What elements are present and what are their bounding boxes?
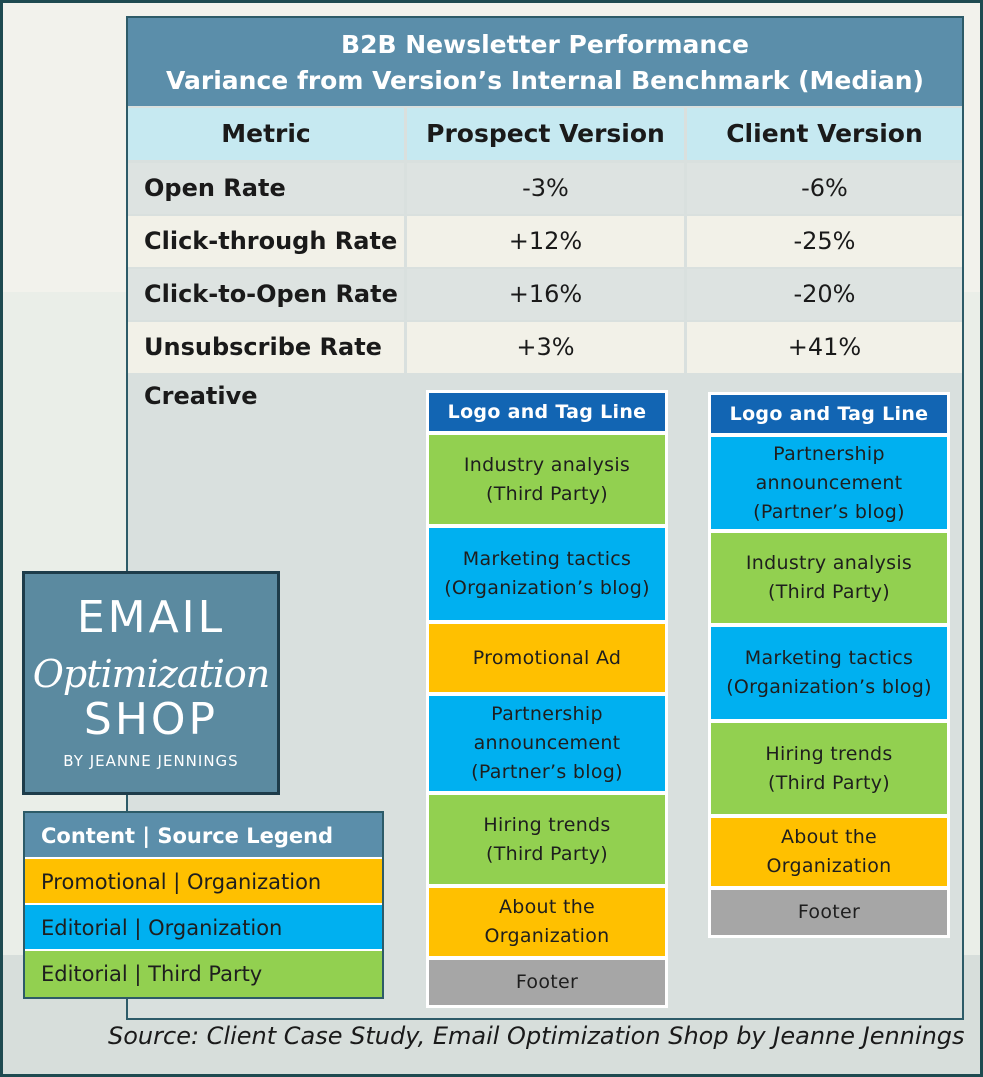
table-title: B2B Newsletter Performance Variance from… [128, 18, 962, 106]
logo-byline: BY JEANNE JENNINGS [63, 752, 239, 770]
logo-optimization-script: Optimization [32, 652, 271, 696]
legend-item-editorial-organization: Editorial | Organization [25, 905, 382, 951]
metric-label: Open Rate [128, 163, 404, 214]
client-value: -6% [687, 163, 962, 214]
metric-label: Unsubscribe Rate [128, 322, 404, 373]
client-value: -20% [687, 269, 962, 320]
prospect-value: +12% [407, 216, 684, 267]
prospect-block-industry-analysis: Industry analysis (Third Party) [429, 435, 665, 524]
header-metric: Metric [128, 108, 404, 160]
header-client-version: Client Version [687, 108, 962, 160]
prospect-block-marketing-tactics: Marketing tactics (Organization’s blog) [429, 528, 665, 620]
email-optimization-shop-logo: EMAIL Optimization SHOP BY JEANNE JENNIN… [22, 571, 280, 795]
legend-item-promotional-organization: Promotional | Organization [25, 859, 382, 905]
client-creative-stack: Logo and Tag Line Partnership announceme… [708, 392, 950, 938]
client-block-logo: Logo and Tag Line [711, 395, 947, 433]
prospect-value: +3% [407, 322, 684, 373]
prospect-block-logo: Logo and Tag Line [429, 393, 665, 431]
content-source-legend: Content | Source Legend Promotional | Or… [23, 811, 384, 999]
client-value: +41% [687, 322, 962, 373]
legend-item-editorial-third-party: Editorial | Third Party [25, 951, 382, 997]
metric-label: Click-through Rate [128, 216, 404, 267]
metric-label: Click-to-Open Rate [128, 269, 404, 320]
prospect-block-hiring-trends: Hiring trends (Third Party) [429, 795, 665, 884]
table-row: Unsubscribe Rate +3% +41% [128, 322, 962, 373]
client-block-footer: Footer [711, 890, 947, 935]
client-block-industry-analysis: Industry analysis (Third Party) [711, 533, 947, 623]
header-prospect-version: Prospect Version [407, 108, 684, 160]
title-line-1: B2B Newsletter Performance [341, 30, 749, 59]
prospect-value: -3% [407, 163, 684, 214]
prospect-creative-stack: Logo and Tag Line Industry analysis (Thi… [426, 390, 668, 1008]
prospect-block-footer: Footer [429, 960, 665, 1005]
prospect-block-about-org: About the Organization [429, 888, 665, 956]
client-block-partnership: Partnership announcement (Partner’s blog… [711, 437, 947, 529]
table-row: Open Rate -3% -6% [128, 163, 962, 214]
prospect-block-promotional-ad: Promotional Ad [429, 624, 665, 692]
table-row: Click-through Rate +12% -25% [128, 216, 962, 267]
title-line-2: Variance from Version’s Internal Benchma… [166, 66, 924, 95]
legend-title: Content | Source Legend [25, 813, 382, 859]
client-block-hiring-trends: Hiring trends (Third Party) [711, 723, 947, 814]
performance-table-panel: B2B Newsletter Performance Variance from… [126, 16, 964, 1020]
source-caption: Source: Client Case Study, Email Optimiz… [108, 1022, 965, 1050]
client-block-marketing-tactics: Marketing tactics (Organization’s blog) [711, 627, 947, 719]
header-row: Metric Prospect Version Client Version [128, 108, 962, 160]
prospect-block-partnership: Partnership announcement (Partner’s blog… [429, 696, 665, 791]
creative-label: Creative [144, 382, 258, 410]
client-value: -25% [687, 216, 962, 267]
prospect-value: +16% [407, 269, 684, 320]
table-row: Click-to-Open Rate +16% -20% [128, 269, 962, 320]
logo-email-text: EMAIL [76, 592, 226, 643]
logo-shop-text: SHOP [83, 694, 219, 745]
client-block-about-org: About the Organization [711, 818, 947, 886]
